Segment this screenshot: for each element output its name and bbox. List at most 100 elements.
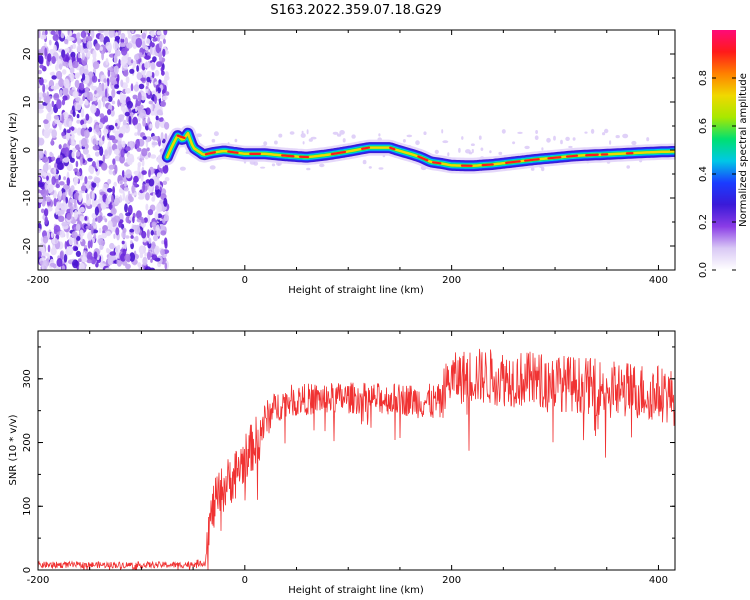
noise-speck: [553, 135, 556, 141]
noise-speck: [87, 157, 93, 162]
noise-speck: [51, 156, 56, 161]
noise-speck: [49, 71, 55, 76]
spectrogram-panel: -200 0 200 400 -20 -10 0 10 20 Height of straig…: [8, 29, 676, 296]
noise-speck: [154, 69, 160, 77]
noise-speck: [128, 115, 132, 125]
noise-speck: [351, 134, 356, 139]
noise-speck: [84, 100, 89, 106]
noise-speck: [77, 36, 81, 46]
noise-speck: [84, 176, 88, 185]
noise-speck: [56, 201, 62, 209]
noise-speck: [524, 145, 530, 150]
noise-speck: [156, 61, 163, 68]
noise-speck: [139, 109, 147, 119]
noise-speck: [93, 177, 101, 184]
noise-speck: [146, 251, 151, 260]
noise-speck: [56, 99, 62, 110]
noise-speck: [64, 38, 69, 45]
noise-speck: [76, 119, 81, 124]
noise-speck: [541, 147, 544, 151]
noise-speck: [568, 145, 573, 149]
noise-speck: [80, 137, 88, 147]
snr-x-tick-label: -200: [27, 575, 50, 586]
noise-speck: [102, 225, 108, 232]
noise-speck: [138, 83, 145, 90]
noise-speck: [75, 96, 81, 102]
spectrogram-y-axis: -20 -10 0 10 20: [22, 29, 675, 271]
noise-speck: [59, 154, 63, 162]
noise-speck: [560, 139, 563, 145]
noise-speck: [76, 236, 81, 241]
noise-speck: [101, 50, 104, 61]
noise-speck: [124, 203, 128, 213]
noise-speck: [134, 224, 137, 234]
noise-speck: [133, 84, 140, 92]
noise-speck: [102, 135, 105, 142]
noise-speck: [114, 130, 121, 140]
noise-speck: [147, 213, 151, 224]
noise-speck: [150, 258, 153, 263]
noise-speck: [76, 113, 80, 119]
noise-speck: [59, 251, 64, 261]
colorbar-axis: 0.0 0.2 0.4 0.6 0.8: [698, 70, 736, 278]
noise-speck: [98, 122, 104, 129]
noise-speck: [64, 147, 70, 158]
noise-speck: [59, 190, 63, 197]
noise-speck: [132, 116, 138, 126]
figure-title: S163.2022.359.07.18.G29: [270, 3, 441, 18]
noise-speck: [86, 180, 92, 186]
noise-speck: [57, 210, 62, 218]
noise-speck: [134, 54, 139, 61]
noise-speck: [51, 176, 56, 186]
noise-speck: [164, 177, 170, 182]
noise-speck: [442, 140, 449, 144]
spectrogram-y-tick-label: -20: [22, 238, 33, 254]
noise-speck: [471, 148, 474, 154]
noise-speck: [38, 182, 44, 188]
noise-speck: [98, 215, 103, 222]
noise-speck: [114, 245, 120, 256]
noise-speck: [151, 196, 155, 202]
noise-speck: [42, 83, 46, 93]
noise-speck: [156, 30, 162, 36]
noise-speck: [148, 100, 154, 105]
noise-speck: [68, 189, 72, 196]
noise-speck: [626, 165, 630, 169]
noise-speck: [107, 220, 113, 230]
noise-speck: [101, 203, 107, 209]
noise-speck: [38, 69, 42, 75]
noise-speck: [83, 245, 88, 249]
noise-speck: [44, 47, 48, 57]
noise-speck: [66, 212, 72, 221]
noise-speck: [120, 184, 126, 189]
noise-speck: [127, 153, 134, 161]
noise-speck: [51, 56, 56, 64]
noise-speck: [646, 137, 650, 142]
noise-speck: [319, 163, 325, 168]
noise-speck: [62, 61, 69, 67]
noise-speck: [117, 74, 120, 82]
noise-speck: [87, 175, 93, 180]
colorbar: 0.0 0.2 0.4 0.6 0.8 Normalized spectral ampl…: [698, 30, 749, 278]
noise-speck: [51, 138, 54, 146]
noise-speck: [59, 122, 62, 131]
noise-speck: [66, 133, 70, 141]
noise-speck: [81, 123, 87, 129]
noise-speck: [162, 48, 166, 58]
noise-speck: [415, 140, 420, 146]
noise-speck: [112, 41, 119, 51]
noise-speck: [148, 178, 155, 187]
noise-speck: [40, 190, 47, 198]
noise-speck: [123, 187, 129, 192]
noise-speck: [40, 208, 45, 214]
noise-speck: [38, 151, 42, 160]
noise-speck: [152, 56, 157, 62]
noise-speck: [94, 90, 97, 95]
noise-speck: [46, 189, 49, 197]
noise-speck: [144, 185, 148, 191]
noise-speck: [155, 189, 162, 198]
noise-speck: [161, 88, 165, 95]
noise-speck: [73, 199, 77, 209]
noise-speck: [44, 216, 48, 225]
spectrogram-y-tick-label: 0: [22, 147, 33, 153]
